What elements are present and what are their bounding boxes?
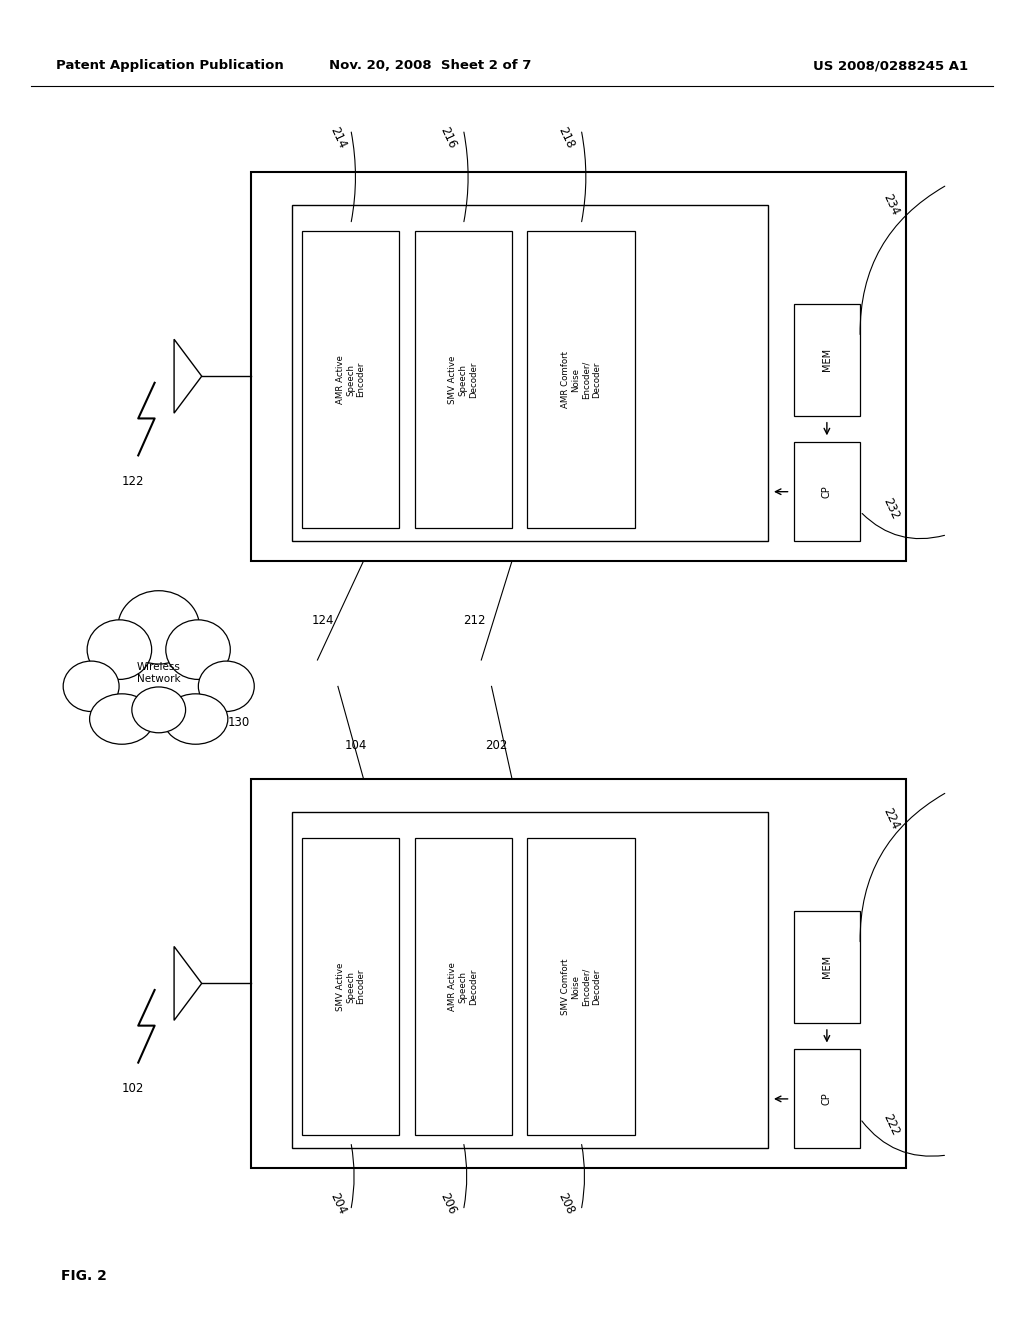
Bar bbox=[251, 172, 906, 561]
Text: 212: 212 bbox=[463, 614, 485, 627]
Text: MEM: MEM bbox=[822, 348, 831, 371]
Bar bbox=[415, 838, 512, 1135]
Text: 234: 234 bbox=[881, 191, 901, 218]
Text: SMV Active
Speech
Decoder: SMV Active Speech Decoder bbox=[449, 355, 478, 404]
Bar bbox=[527, 231, 635, 528]
Text: FIG. 2: FIG. 2 bbox=[61, 1269, 108, 1283]
Text: Patent Application Publication: Patent Application Publication bbox=[56, 59, 284, 73]
Text: 216: 216 bbox=[438, 124, 459, 150]
Text: SMV Comfort
Noise
Encoder/
Decoder: SMV Comfort Noise Encoder/ Decoder bbox=[561, 958, 601, 1015]
Ellipse shape bbox=[163, 694, 227, 744]
Text: 218: 218 bbox=[556, 124, 577, 150]
Text: Wireless
Network: Wireless Network bbox=[137, 663, 180, 684]
Bar bbox=[292, 812, 768, 1148]
Text: 124: 124 bbox=[311, 614, 334, 627]
Bar bbox=[527, 838, 635, 1135]
Text: 204: 204 bbox=[328, 1191, 348, 1217]
Ellipse shape bbox=[166, 620, 230, 680]
Bar bbox=[794, 911, 860, 1023]
Text: 214: 214 bbox=[328, 124, 348, 150]
Text: 224: 224 bbox=[881, 805, 901, 832]
Ellipse shape bbox=[63, 661, 119, 711]
Text: SMV Active
Speech
Encoder: SMV Active Speech Encoder bbox=[336, 962, 366, 1011]
Text: AMR Active
Speech
Decoder: AMR Active Speech Decoder bbox=[449, 962, 478, 1011]
Bar bbox=[251, 779, 906, 1168]
Text: 208: 208 bbox=[556, 1191, 577, 1217]
Text: CP: CP bbox=[822, 486, 831, 498]
Text: 206: 206 bbox=[438, 1191, 459, 1217]
Text: 102: 102 bbox=[122, 1082, 144, 1096]
Text: MEM: MEM bbox=[822, 956, 831, 978]
Text: US 2008/0288245 A1: US 2008/0288245 A1 bbox=[813, 59, 968, 73]
Text: CP: CP bbox=[822, 1093, 831, 1105]
Ellipse shape bbox=[90, 694, 154, 744]
Ellipse shape bbox=[118, 591, 200, 664]
Text: Nov. 20, 2008  Sheet 2 of 7: Nov. 20, 2008 Sheet 2 of 7 bbox=[329, 59, 531, 73]
Bar bbox=[302, 838, 399, 1135]
Text: 202: 202 bbox=[485, 739, 508, 752]
Ellipse shape bbox=[199, 661, 254, 711]
Text: 222: 222 bbox=[881, 1111, 901, 1138]
Ellipse shape bbox=[132, 686, 185, 733]
Text: AMR Comfort
Noise
Encoder/
Decoder: AMR Comfort Noise Encoder/ Decoder bbox=[561, 351, 601, 408]
Text: AMR Active
Speech
Encoder: AMR Active Speech Encoder bbox=[336, 355, 366, 404]
Bar bbox=[292, 205, 768, 541]
Bar bbox=[415, 231, 512, 528]
Text: 130: 130 bbox=[227, 715, 250, 729]
Text: 104: 104 bbox=[345, 739, 368, 752]
Ellipse shape bbox=[87, 620, 152, 680]
Bar bbox=[302, 231, 399, 528]
Text: 232: 232 bbox=[881, 495, 901, 521]
Bar bbox=[794, 304, 860, 416]
Text: 122: 122 bbox=[122, 475, 144, 488]
Bar bbox=[794, 442, 860, 541]
Bar bbox=[794, 1049, 860, 1148]
